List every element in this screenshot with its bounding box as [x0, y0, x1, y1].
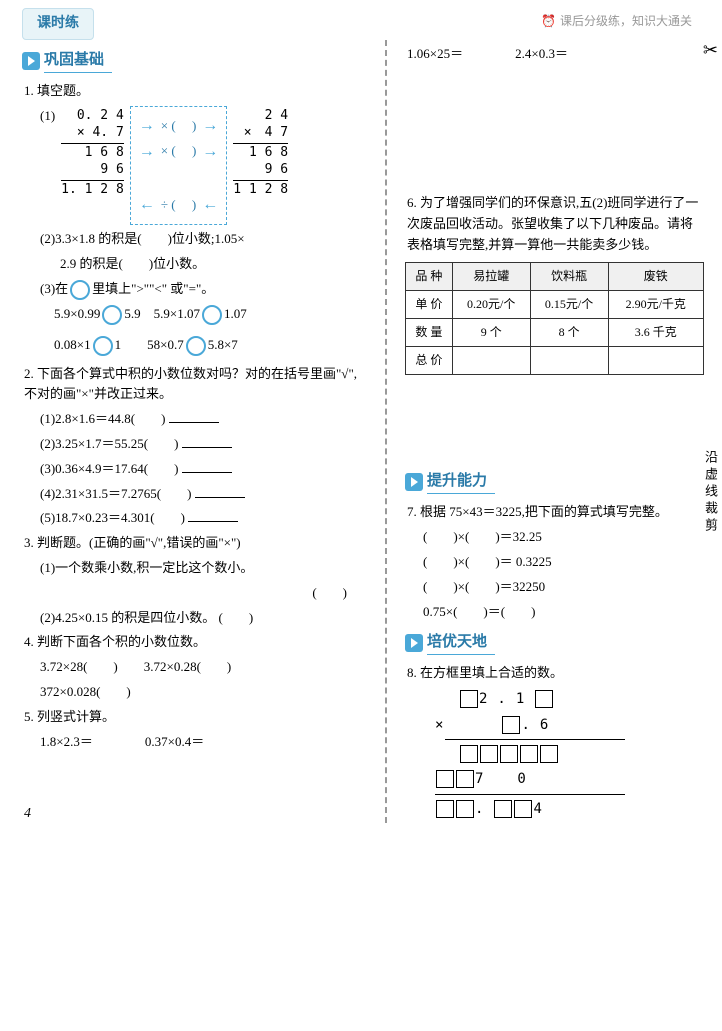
q7d: 0.75×( )＝( )	[423, 602, 704, 623]
q2c: (3)0.36×4.9＝17.64( )	[40, 459, 367, 480]
arrow-right-icon: →	[202, 139, 218, 165]
section-basics: 巩固基础	[22, 48, 112, 73]
triangle-icon	[22, 52, 40, 70]
arrow-left-icon: ←	[202, 192, 218, 218]
q1-title: 1. 填空题。	[24, 81, 367, 102]
q1-2b: 2.9 的积是( )位小数。	[60, 254, 367, 275]
q2a: (1)2.8×1.6＝44.8( )	[40, 409, 367, 430]
q3-title: 3. 判断题。(正确的画"√",错误的画"×")	[24, 533, 367, 554]
q7-title: 7. 根据 75×43＝3225,把下面的算式填写完整。	[407, 502, 704, 523]
q6-title: 6. 为了增强同学们的环保意识,五(2)班同学进行了一次废品回收活动。张望收集了…	[407, 193, 704, 255]
q7c: ( )×( )＝32250	[423, 577, 704, 598]
triangle-icon	[405, 634, 423, 652]
scissors-icon: ✂	[703, 36, 718, 65]
q7b: ( )×( )＝ 0.3225	[423, 552, 704, 573]
q5-title: 5. 列竖式计算。	[24, 707, 367, 728]
q3a: (1)一个数乘小数,积一定比这个数小。	[40, 558, 367, 579]
q1-2: (2)3.3×1.8 的积是( )位小数;1.05×	[40, 229, 367, 250]
page-number: 4	[24, 803, 31, 825]
triangle-icon	[405, 473, 423, 491]
clock-icon: ⏰	[541, 12, 556, 31]
mult-puzzle: 2.1 × .6 7 0 .4	[435, 688, 704, 820]
section-excel: 培优天地	[405, 630, 495, 655]
section-improve: 提升能力	[405, 469, 495, 494]
cut-instruction: 沿虚线裁剪	[699, 450, 720, 535]
q5-row2: 1.06×25＝ 2.4×0.3＝	[407, 44, 704, 65]
arrow-right-icon: →	[202, 113, 218, 139]
column-divider	[385, 40, 387, 823]
q2b: (2)3.25×1.7＝55.25( )	[40, 434, 367, 455]
q3b: (2)4.25×0.15 的积是四位小数。 ( )	[40, 608, 367, 629]
q1-3-row2: 0.08×11 58×0.75.8×7	[54, 335, 367, 356]
q2d: (4)2.31×31.5＝7.2765( )	[40, 484, 367, 505]
q4b: 372×0.028( )	[40, 682, 367, 703]
q7a: ( )×( )＝32.25	[423, 527, 704, 548]
q1-3: (3)在里填上">""<" 或"="。	[40, 279, 367, 300]
q1-3-row1: 5.9×0.995.9 5.9×1.071.07	[54, 304, 367, 325]
recycling-table: 品 种易拉罐饮料瓶废铁 单 价0.20元/个0.15元/个2.90元/千克 数 …	[405, 262, 704, 376]
q2e: (5)18.7×0.23＝4.301( )	[40, 508, 367, 529]
q4a: 3.72×28( ) 3.72×0.28( )	[40, 657, 367, 678]
lesson-tag: 课时练	[22, 8, 94, 40]
q1-1: (1) 0. 2 4× 4. 7 1 6 89 6 1. 1 2 8 →× ( …	[40, 106, 367, 225]
header-subtitle: ⏰课后分级练，知识大通关	[541, 12, 692, 31]
q5-row: 1.8×2.3＝ 0.37×0.4＝	[40, 732, 367, 753]
arrow-right-icon: →	[139, 139, 155, 165]
q4-title: 4. 判断下面各个积的小数位数。	[24, 632, 367, 653]
q2-title: 2. 下面各个算式中积的小数位数对吗？对的在括号里画"√",不对的画"×"并改正…	[24, 364, 367, 406]
q8-title: 8. 在方框里填上合适的数。	[407, 663, 704, 684]
arrow-right-icon: →	[139, 113, 155, 139]
q3a-paren: ( )	[40, 583, 367, 604]
arrow-left-icon: ←	[139, 192, 155, 218]
